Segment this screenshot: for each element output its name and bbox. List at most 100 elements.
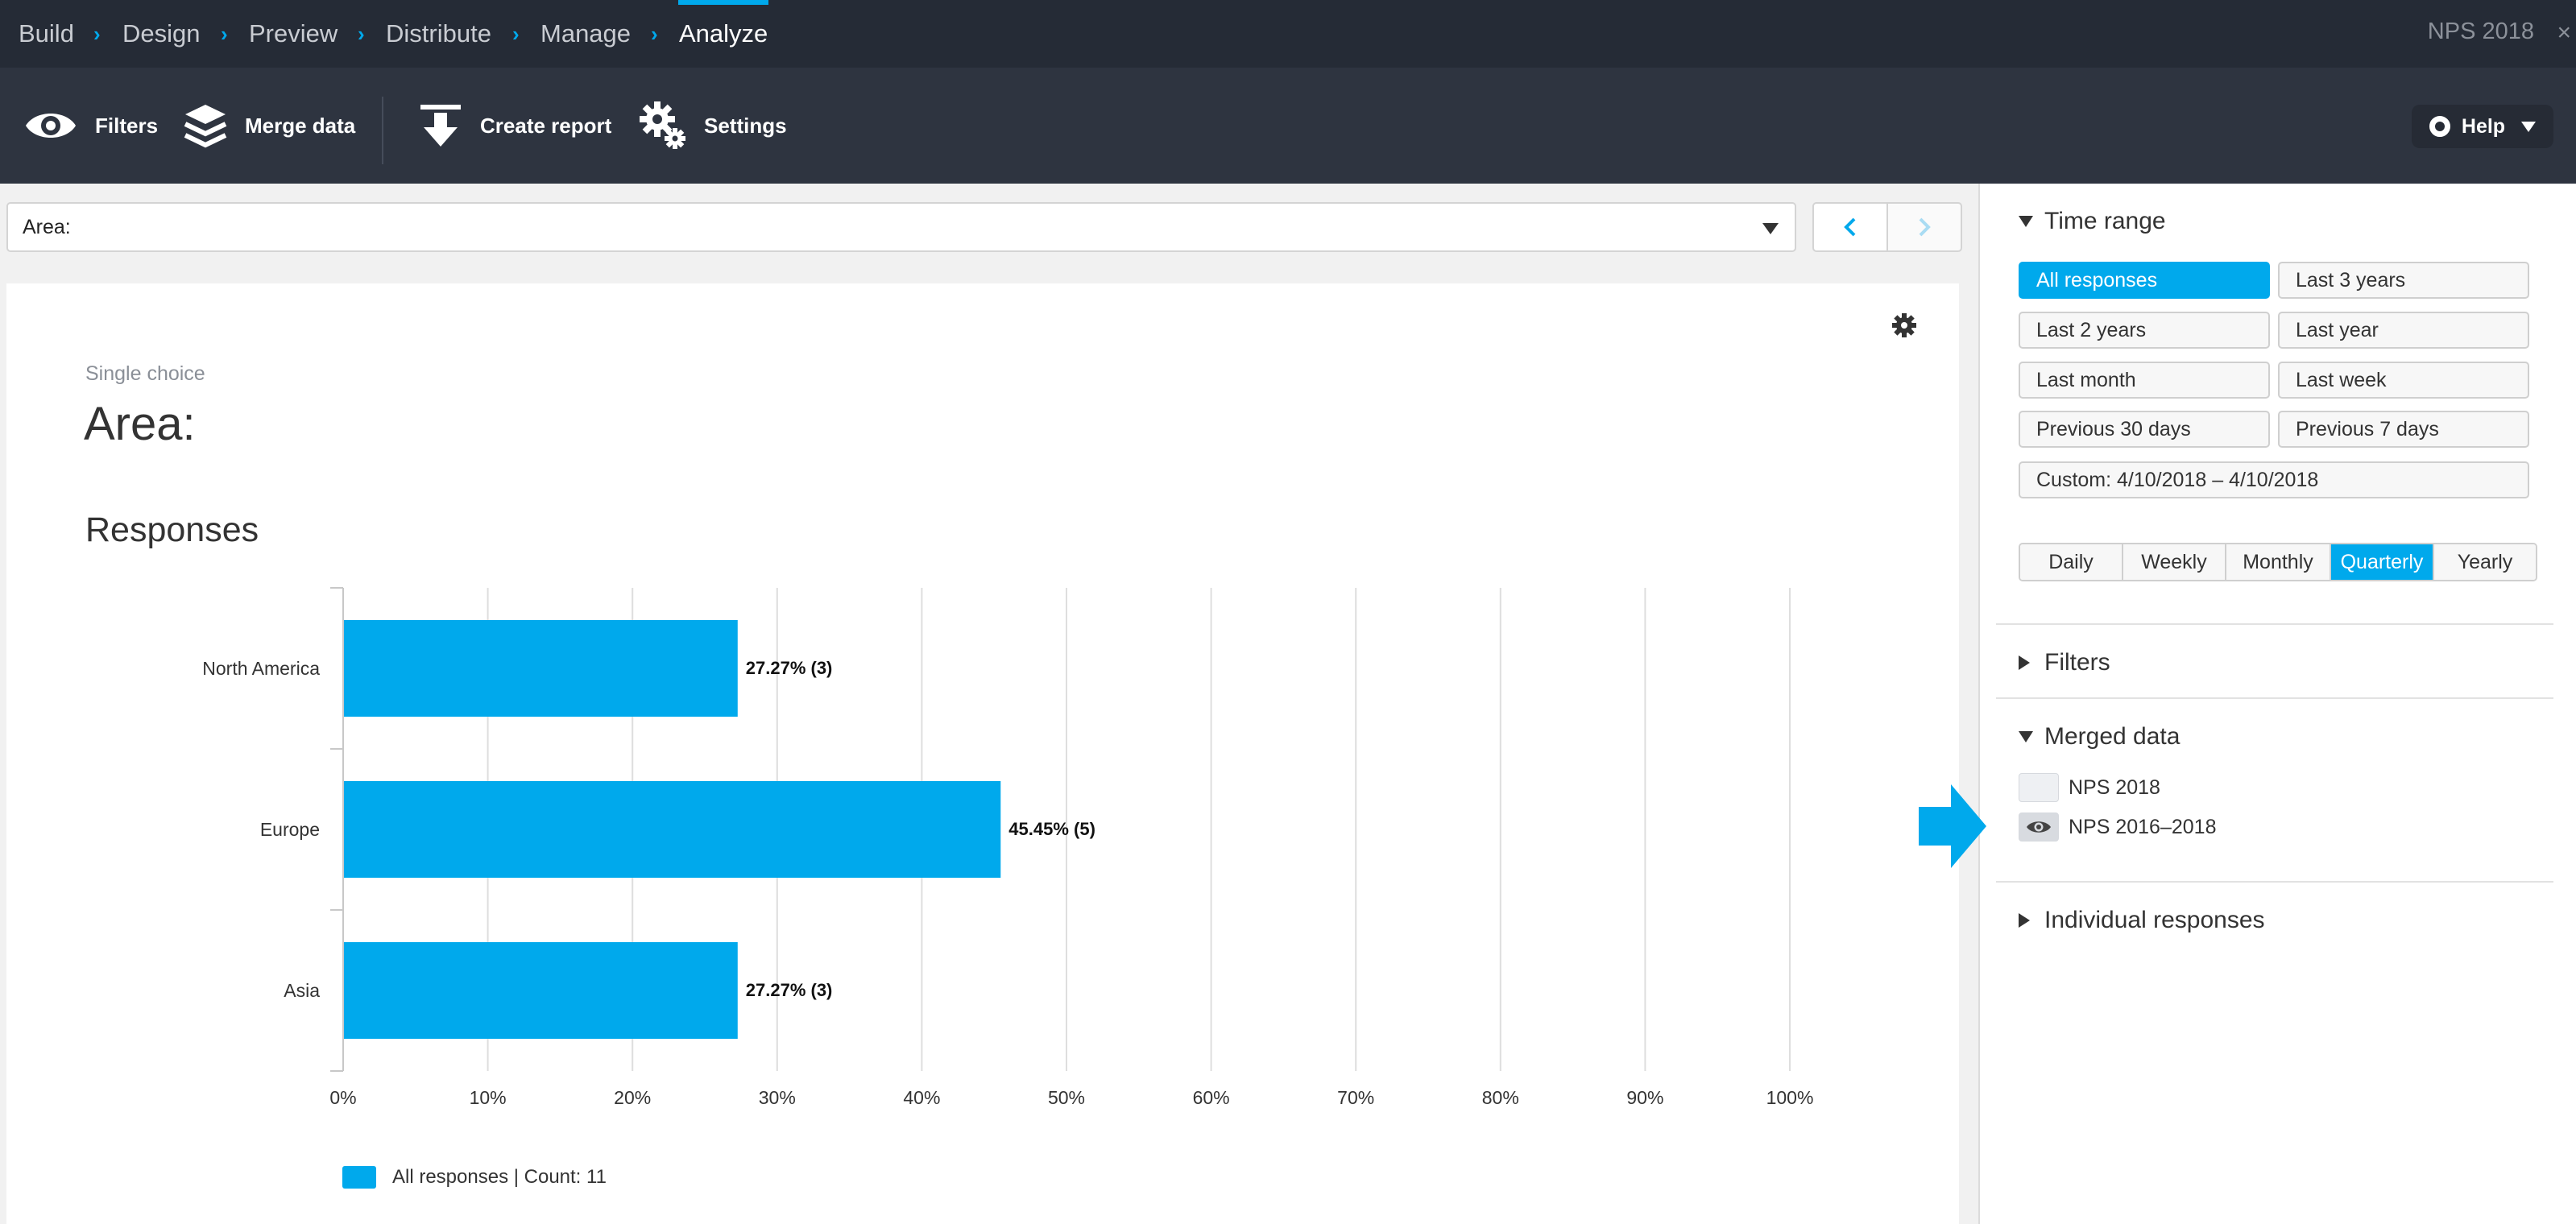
x-tick-label: 30% bbox=[759, 1087, 796, 1108]
question-select[interactable]: Area: bbox=[6, 202, 1796, 252]
time-range-last-month[interactable]: Last month bbox=[2019, 362, 2270, 399]
settings-label: Settings bbox=[704, 113, 787, 138]
data-label: 27.27% (3) bbox=[746, 980, 833, 1000]
create-report-label: Create report bbox=[480, 113, 612, 138]
x-tick-label: 10% bbox=[470, 1087, 507, 1108]
section-divider bbox=[1996, 697, 2553, 699]
nav-design[interactable]: Design bbox=[122, 19, 201, 48]
merged-item-label: NPS 2016–2018 bbox=[2069, 815, 2217, 838]
responses-title: Responses bbox=[85, 511, 259, 549]
question-card bbox=[6, 283, 1959, 1224]
granularity-quarterly[interactable]: Quarterly bbox=[2331, 544, 2434, 580]
nav-preview[interactable]: Preview bbox=[249, 19, 338, 48]
visibility-toggle[interactable] bbox=[2019, 813, 2059, 842]
chevron-right-icon: › bbox=[93, 22, 101, 46]
help-label: Help bbox=[2461, 114, 2506, 138]
question-title: Area: bbox=[84, 398, 196, 450]
time-range-last-week[interactable]: Last week bbox=[2278, 362, 2529, 399]
x-tick-label: 0% bbox=[329, 1087, 356, 1108]
individual-responses-header[interactable]: Individual responses bbox=[2019, 907, 2265, 934]
granularity-weekly[interactable]: Weekly bbox=[2123, 544, 2226, 580]
caret-down-icon bbox=[1762, 223, 1779, 234]
triangle-down-icon bbox=[2019, 731, 2033, 742]
granularity-monthly[interactable]: Monthly bbox=[2226, 544, 2331, 580]
triangle-right-icon bbox=[2019, 655, 2030, 670]
category-label: Asia bbox=[284, 980, 320, 1001]
caret-down-icon bbox=[2521, 121, 2537, 132]
filters-label: Filters bbox=[95, 113, 159, 138]
nav-analyze[interactable]: Analyze bbox=[679, 19, 768, 48]
time-range-last-2-years[interactable]: Last 2 years bbox=[2019, 312, 2270, 349]
granularity-daily[interactable]: Daily bbox=[2020, 544, 2123, 580]
time-range-header[interactable]: Time range bbox=[2019, 208, 2166, 235]
x-tick-label: 90% bbox=[1626, 1087, 1663, 1108]
nav-distribute[interactable]: Distribute bbox=[386, 19, 491, 48]
pointer-arrow-icon bbox=[1919, 784, 1986, 868]
create-report-button[interactable]: Create report bbox=[419, 68, 611, 184]
survey-title: NPS 2018 bbox=[2427, 19, 2534, 44]
category-label: North America bbox=[202, 658, 320, 679]
chevron-right-icon: › bbox=[221, 22, 228, 46]
filters-section-title: Filters bbox=[2044, 649, 2110, 676]
time-range-title: Time range bbox=[2044, 208, 2166, 234]
top-nav: Build › Design › Preview › Distribute › … bbox=[0, 0, 2576, 68]
question-type: Single choice bbox=[85, 362, 205, 385]
x-tick-label: 20% bbox=[614, 1087, 651, 1108]
eye-icon bbox=[26, 114, 76, 138]
time-range-all-responses[interactable]: All responses bbox=[2019, 262, 2270, 299]
toolbar-divider bbox=[382, 97, 383, 164]
merged-data-title: Merged data bbox=[2044, 723, 2180, 750]
gear-icon[interactable] bbox=[1891, 312, 1917, 338]
merged-item-nps-2016-2018[interactable]: NPS 2016–2018 bbox=[2019, 813, 2216, 842]
active-tab-indicator bbox=[678, 0, 768, 5]
settings-button[interactable]: Settings bbox=[640, 68, 787, 184]
right-panel bbox=[1978, 184, 2576, 1224]
help-button[interactable]: Help bbox=[2412, 105, 2553, 148]
time-range-custom[interactable]: Custom: 4/10/2018 – 4/10/2018 bbox=[2019, 461, 2529, 498]
x-tick-label: 40% bbox=[903, 1087, 940, 1108]
triangle-right-icon bbox=[2019, 913, 2030, 928]
gears-icon bbox=[640, 101, 685, 149]
category-label: Europe bbox=[260, 819, 320, 840]
time-range-previous-7-days[interactable]: Previous 7 days bbox=[2278, 411, 2529, 448]
triangle-down-icon bbox=[2019, 216, 2033, 227]
visibility-toggle[interactable] bbox=[2019, 773, 2059, 802]
data-label: 45.45% (5) bbox=[1008, 819, 1095, 839]
merged-item-nps-2018[interactable]: NPS 2018 bbox=[2019, 773, 2160, 802]
bar bbox=[344, 620, 738, 717]
close-icon[interactable]: × bbox=[2557, 19, 2571, 46]
filters-header[interactable]: Filters bbox=[2019, 649, 2110, 676]
x-tick-label: 80% bbox=[1482, 1087, 1519, 1108]
legend-swatch bbox=[342, 1166, 376, 1189]
time-range-previous-30-days[interactable]: Previous 30 days bbox=[2019, 411, 2270, 448]
nav-manage[interactable]: Manage bbox=[540, 19, 632, 48]
chevron-right-icon: › bbox=[512, 22, 520, 46]
time-range-last-year[interactable]: Last year bbox=[2278, 312, 2529, 349]
chart-legend[interactable]: All responses | Count: 11 bbox=[342, 1166, 607, 1189]
individual-responses-title: Individual responses bbox=[2044, 907, 2265, 933]
filters-button[interactable]: Filters bbox=[24, 68, 158, 184]
x-tick-label: 100% bbox=[1766, 1087, 1814, 1108]
chevron-left-icon bbox=[1844, 217, 1856, 237]
next-question-button[interactable] bbox=[1886, 202, 1962, 252]
bar bbox=[344, 942, 738, 1039]
toolbar: Filters Merge data Create report bbox=[0, 68, 2576, 184]
data-label: 27.27% (3) bbox=[746, 658, 833, 678]
merged-item-label: NPS 2018 bbox=[2069, 775, 2160, 799]
nav-build[interactable]: Build bbox=[19, 19, 74, 48]
eye-icon bbox=[2027, 821, 2051, 833]
granularity-segmented-control: Daily Weekly Monthly Quarterly Yearly bbox=[2019, 543, 2537, 581]
chevron-right-icon bbox=[1919, 217, 1931, 237]
chevron-right-icon: › bbox=[651, 22, 658, 46]
x-tick-label: 60% bbox=[1193, 1087, 1230, 1108]
lifebuoy-icon bbox=[2429, 116, 2450, 137]
merge-data-label: Merge data bbox=[245, 113, 356, 138]
download-icon bbox=[420, 105, 461, 147]
merged-data-header[interactable]: Merged data bbox=[2019, 723, 2180, 751]
question-select-value: Area: bbox=[23, 216, 71, 238]
section-divider bbox=[1996, 623, 2553, 625]
merge-data-button[interactable]: Merge data bbox=[184, 68, 355, 184]
chevron-right-icon: › bbox=[358, 22, 365, 46]
granularity-yearly[interactable]: Yearly bbox=[2434, 544, 2536, 580]
time-range-last-3-years[interactable]: Last 3 years bbox=[2278, 262, 2529, 299]
